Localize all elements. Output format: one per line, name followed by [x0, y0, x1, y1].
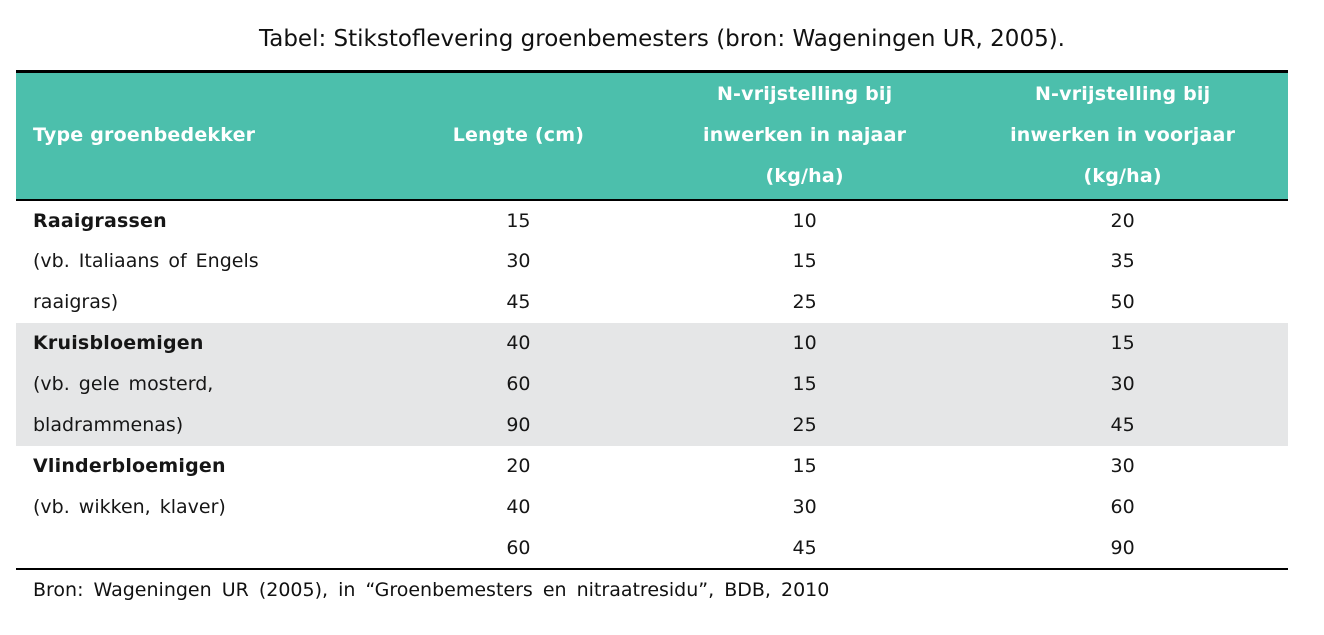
- najaar-value: 25: [792, 291, 817, 313]
- lengte-value: 60: [384, 527, 652, 570]
- lengte-value: 45: [506, 291, 531, 313]
- table-row: 60 45 90: [16, 527, 1288, 570]
- lengte-value: 40: [384, 322, 652, 364]
- group-sublabel: (vb. gele mosterd,: [16, 363, 385, 405]
- group-sublabel-empty: [16, 527, 385, 570]
- voorjaar-value: 90: [957, 527, 1288, 570]
- lengte-value: 20: [506, 455, 531, 477]
- group-sublabel: raaigras): [33, 291, 119, 313]
- najaar-value: 10: [792, 209, 817, 232]
- voorjaar-value: 50: [1110, 291, 1135, 313]
- voorjaar-value: 35: [1110, 250, 1135, 272]
- header-type-groenbedekker: Type groenbedekker: [16, 70, 385, 201]
- voorjaar-value: 15: [957, 322, 1288, 364]
- lengte-value: 40: [506, 496, 531, 518]
- table-header: Type groenbedekker Lengte (cm) N-vrijste…: [16, 70, 1288, 201]
- table-row: bladrammenas) 90 25 45: [16, 404, 1288, 446]
- lengte-value: 90: [384, 404, 652, 446]
- najaar-value: 15: [792, 250, 817, 272]
- najaar-value: 25: [651, 404, 958, 446]
- source-note: Bron: Wageningen UR (2005), in “Groenbem…: [33, 579, 830, 601]
- header-row: Type groenbedekker Lengte (cm) N-vrijste…: [16, 70, 1288, 201]
- header-n-vrijstelling-voorjaar: N-vrijstelling bij inwerken in voorjaar …: [957, 70, 1288, 201]
- table-row: Kruisbloemigen 40 10 15: [16, 322, 1288, 364]
- table-row: (vb. wikken, klaver) 40 30 60: [16, 487, 1288, 528]
- table-row: (vb. Italiaans of Engels 30 15 35: [16, 241, 1288, 282]
- table-body: Raaigrassen 15 10 20 (vb. Italiaans of E…: [16, 200, 1288, 570]
- table-row: Vlinderbloemigen 20 15 30: [16, 446, 1288, 487]
- voorjaar-value: 60: [1110, 496, 1135, 518]
- lengte-value: 15: [506, 209, 531, 232]
- header-lengte: Lengte (cm): [384, 70, 652, 201]
- group-sublabel: (vb. wikken, klaver): [33, 496, 226, 518]
- voorjaar-value: 20: [1110, 209, 1135, 232]
- voorjaar-value: 30: [957, 363, 1288, 405]
- najaar-value: 15: [651, 363, 958, 405]
- lengte-value: 30: [506, 250, 531, 272]
- lengte-value: 60: [384, 363, 652, 405]
- group-sublabel: (vb. Italiaans of Engels: [33, 250, 259, 272]
- voorjaar-value: 45: [957, 404, 1288, 446]
- group-label-vlinderbloemigen: Vlinderbloemigen: [33, 455, 226, 477]
- najaar-value: 10: [651, 322, 958, 364]
- table-row: Raaigrassen 15 10 20: [16, 200, 1288, 241]
- group-label-kruisbloemigen: Kruisbloemigen: [16, 322, 385, 364]
- table-container: Type groenbedekker Lengte (cm) N-vrijste…: [16, 70, 1288, 570]
- voorjaar-value: 30: [1110, 455, 1135, 477]
- najaar-value: 45: [651, 527, 958, 570]
- table-row: (vb. gele mosterd, 60 15 30: [16, 363, 1288, 405]
- najaar-value: 15: [792, 455, 817, 477]
- table-row: raaigras) 45 25 50: [16, 282, 1288, 323]
- group-label-raaigrassen: Raaigrassen: [33, 209, 167, 232]
- groenbemesters-table: Type groenbedekker Lengte (cm) N-vrijste…: [16, 70, 1288, 570]
- group-sublabel: bladrammenas): [16, 404, 385, 446]
- header-n-vrijstelling-najaar: N-vrijstelling bij inwerken in najaar (k…: [651, 70, 958, 201]
- table-caption: Tabel: Stikstoflevering groenbemesters (…: [258, 26, 1065, 52]
- najaar-value: 30: [792, 496, 817, 518]
